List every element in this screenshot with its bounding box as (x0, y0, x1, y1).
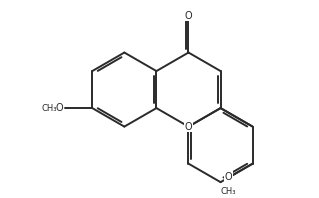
Text: O: O (55, 103, 63, 113)
Text: O: O (185, 122, 192, 132)
Text: CH₃: CH₃ (221, 187, 236, 196)
Text: CH₃: CH₃ (41, 104, 57, 113)
Text: O: O (225, 172, 233, 182)
Text: O: O (185, 10, 192, 21)
